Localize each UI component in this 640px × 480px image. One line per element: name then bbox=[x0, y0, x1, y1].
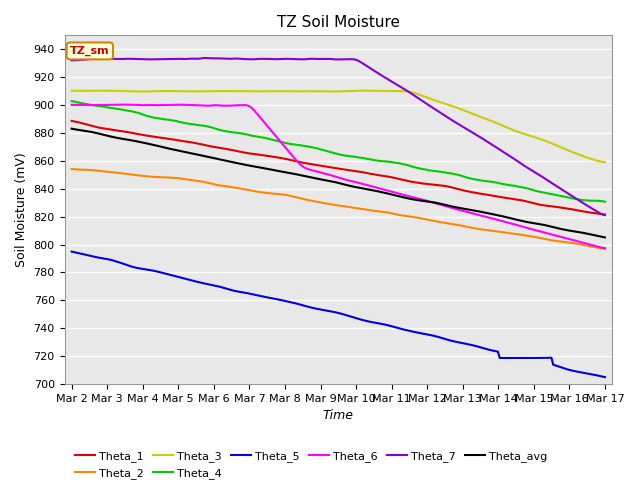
Theta_1 bbox=[385, 174, 393, 180]
Theta_avg bbox=[70, 126, 77, 132]
Line: Theta_2: Theta_2 bbox=[72, 169, 605, 249]
Theta_avg bbox=[551, 225, 559, 230]
Theta_5 bbox=[394, 325, 402, 331]
Line: Theta_6: Theta_6 bbox=[72, 105, 605, 248]
Theta_6 bbox=[385, 188, 393, 194]
Theta_3 bbox=[70, 88, 77, 94]
Theta_4 bbox=[601, 199, 609, 204]
Theta_avg bbox=[68, 126, 76, 132]
Theta_6 bbox=[70, 102, 77, 108]
Theta_6 bbox=[122, 102, 129, 108]
Theta_avg bbox=[394, 193, 402, 199]
Theta_4 bbox=[517, 184, 525, 190]
Theta_6 bbox=[396, 191, 404, 197]
Theta_7 bbox=[387, 78, 395, 84]
Theta_7 bbox=[70, 58, 77, 63]
Theta_3 bbox=[387, 88, 395, 94]
Theta_1 bbox=[601, 212, 609, 217]
Theta_4 bbox=[383, 159, 391, 165]
Line: Theta_avg: Theta_avg bbox=[72, 129, 605, 238]
Theta_2 bbox=[517, 232, 525, 238]
Theta_4 bbox=[68, 98, 76, 104]
Theta_7 bbox=[553, 183, 561, 189]
Title: TZ Soil Moisture: TZ Soil Moisture bbox=[276, 15, 400, 30]
Line: Theta_5: Theta_5 bbox=[72, 252, 605, 377]
Theta_avg bbox=[383, 191, 391, 196]
Theta_1 bbox=[383, 174, 391, 180]
Theta_avg bbox=[385, 191, 393, 197]
Legend: Theta_1, Theta_2, Theta_3, Theta_4, Theta_5, Theta_6, Theta_7, Theta_avg: Theta_1, Theta_2, Theta_3, Theta_4, Thet… bbox=[70, 447, 552, 480]
Theta_avg bbox=[517, 218, 525, 224]
Theta_7 bbox=[202, 55, 209, 61]
Theta_5 bbox=[68, 249, 76, 254]
Theta_5 bbox=[383, 322, 391, 328]
Theta_3 bbox=[553, 143, 561, 148]
Theta_avg bbox=[601, 235, 609, 240]
Theta_6 bbox=[553, 233, 561, 239]
Theta_1 bbox=[394, 176, 402, 181]
Theta_1 bbox=[517, 197, 525, 203]
Line: Theta_4: Theta_4 bbox=[72, 101, 605, 202]
Theta_1 bbox=[70, 119, 77, 124]
Theta_7 bbox=[385, 77, 393, 83]
Theta_7 bbox=[519, 162, 527, 168]
Theta_5 bbox=[551, 362, 559, 368]
Theta_3 bbox=[519, 131, 527, 136]
Text: TZ_sm: TZ_sm bbox=[70, 46, 109, 56]
Theta_6 bbox=[68, 102, 76, 108]
Theta_3 bbox=[601, 159, 609, 165]
Theta_7 bbox=[68, 58, 76, 63]
Theta_2 bbox=[68, 166, 76, 172]
Theta_1 bbox=[551, 204, 559, 210]
Theta_5 bbox=[601, 374, 609, 380]
Theta_2 bbox=[383, 210, 391, 216]
Theta_4 bbox=[551, 192, 559, 198]
Theta_6 bbox=[601, 245, 609, 251]
Theta_1 bbox=[68, 118, 76, 124]
Theta_2 bbox=[70, 167, 77, 172]
Theta_3 bbox=[362, 88, 370, 94]
Theta_7 bbox=[396, 84, 404, 89]
Theta_4 bbox=[70, 98, 77, 104]
Theta_4 bbox=[394, 160, 402, 166]
Theta_6 bbox=[519, 224, 527, 230]
Theta_3 bbox=[396, 88, 404, 94]
Line: Theta_1: Theta_1 bbox=[72, 121, 605, 215]
Theta_3 bbox=[385, 88, 393, 94]
Theta_5 bbox=[517, 355, 525, 361]
Theta_7 bbox=[601, 212, 609, 218]
Line: Theta_3: Theta_3 bbox=[72, 91, 605, 162]
Theta_5 bbox=[385, 323, 393, 328]
Theta_2 bbox=[551, 238, 559, 244]
X-axis label: Time: Time bbox=[323, 409, 354, 422]
Theta_2 bbox=[385, 210, 393, 216]
Theta_2 bbox=[601, 246, 609, 252]
Theta_2 bbox=[394, 212, 402, 217]
Theta_6 bbox=[387, 189, 395, 194]
Theta_5 bbox=[70, 249, 77, 255]
Theta_4 bbox=[385, 159, 393, 165]
Line: Theta_7: Theta_7 bbox=[72, 58, 605, 215]
Y-axis label: Soil Moisture (mV): Soil Moisture (mV) bbox=[15, 152, 28, 267]
Theta_3 bbox=[68, 88, 76, 94]
